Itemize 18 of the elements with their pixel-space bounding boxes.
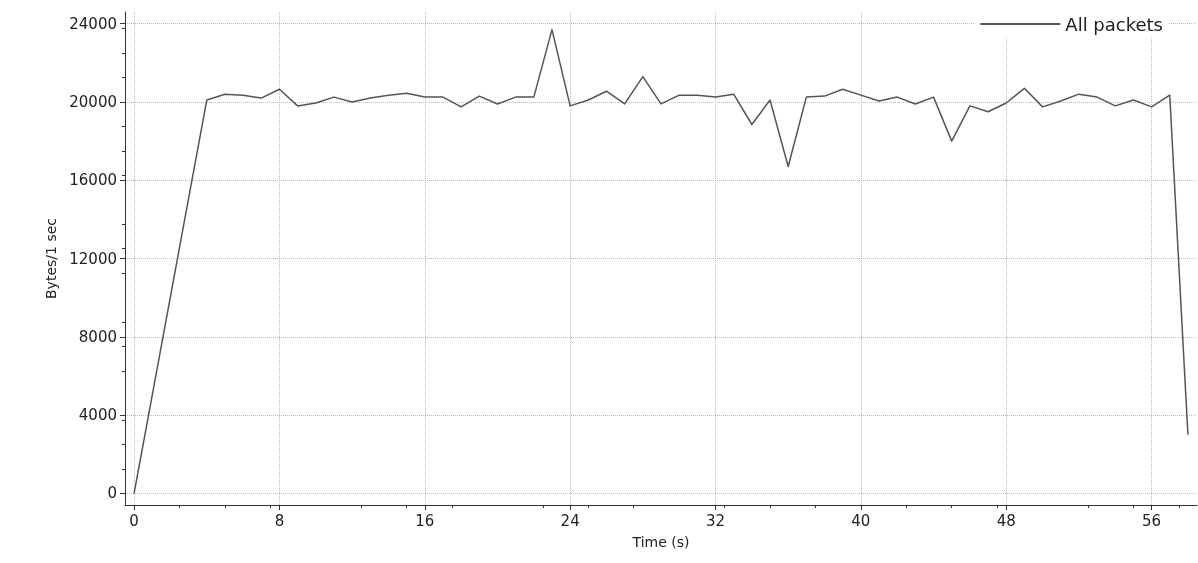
y-axis-title: Bytes/1 sec	[43, 218, 60, 299]
x-tick-label: 40	[851, 511, 871, 530]
y-tick-label: 4000	[78, 406, 117, 425]
x-tick-label: 0	[129, 511, 139, 530]
y-tick-label: 8000	[78, 327, 117, 346]
legend-label: All packets	[1065, 13, 1164, 35]
x-tick-label: 8	[274, 511, 285, 530]
y-tick-label: 12000	[69, 249, 117, 268]
y-tick-label: 24000	[69, 14, 117, 33]
x-axis-title: Time (s)	[631, 534, 690, 550]
x-tick-label: 24	[560, 511, 580, 530]
x-tick-label: 48	[996, 511, 1016, 530]
y-tick-label: 0	[107, 484, 117, 503]
x-tick-label: 32	[705, 511, 726, 530]
y-tick-label: 20000	[69, 92, 117, 111]
y-tick-label: 16000	[69, 171, 117, 190]
x-tick-label: 16	[415, 511, 435, 530]
x-tick-label: 56	[1142, 511, 1162, 530]
